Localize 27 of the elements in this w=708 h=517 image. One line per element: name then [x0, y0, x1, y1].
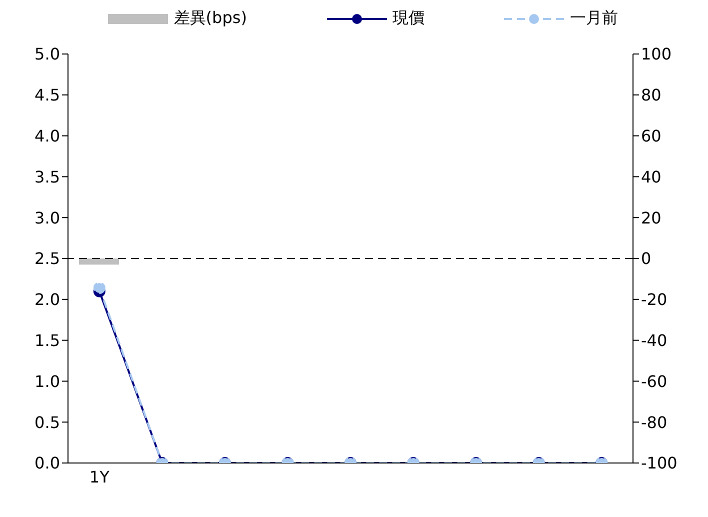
y2-tick-label: 0 — [641, 249, 652, 268]
y2-tick-label: 40 — [641, 167, 662, 186]
legend-label: 差異(bps) — [174, 8, 247, 29]
y-tick-label: 0.5 — [34, 412, 60, 432]
y-tick-label: 1.5 — [34, 330, 60, 350]
y-tick-label: 5.0 — [34, 44, 60, 64]
y2-tick-label: -20 — [641, 290, 668, 310]
legend-label: 現價 — [392, 8, 425, 29]
point — [93, 282, 106, 294]
y-tick-label: 2.0 — [34, 290, 60, 310]
y-tick-label: 4.5 — [34, 86, 60, 105]
y2-tick-label: 60 — [641, 126, 662, 146]
y-tick-label: 4.0 — [34, 126, 60, 146]
y2-tick-label: -40 — [641, 330, 668, 350]
y-tick-label: 0.0 — [34, 454, 60, 473]
y2-tick-label: 100 — [641, 44, 672, 64]
y-tick-label: 3.0 — [34, 208, 60, 228]
legend-label: 一月前 — [570, 8, 618, 29]
y2-tick-label: -60 — [641, 372, 668, 391]
y2-tick-label: -80 — [641, 412, 668, 432]
x-tick-label: 1Y — [89, 467, 110, 486]
y2-tick-label: 80 — [641, 86, 662, 105]
y-tick-label: 2.5 — [34, 249, 60, 268]
y-tick-label: 3.5 — [34, 167, 60, 186]
y2-tick-label: 20 — [641, 208, 662, 228]
y-tick-label: 1.0 — [34, 372, 60, 391]
y2-tick-label: -100 — [641, 454, 678, 473]
